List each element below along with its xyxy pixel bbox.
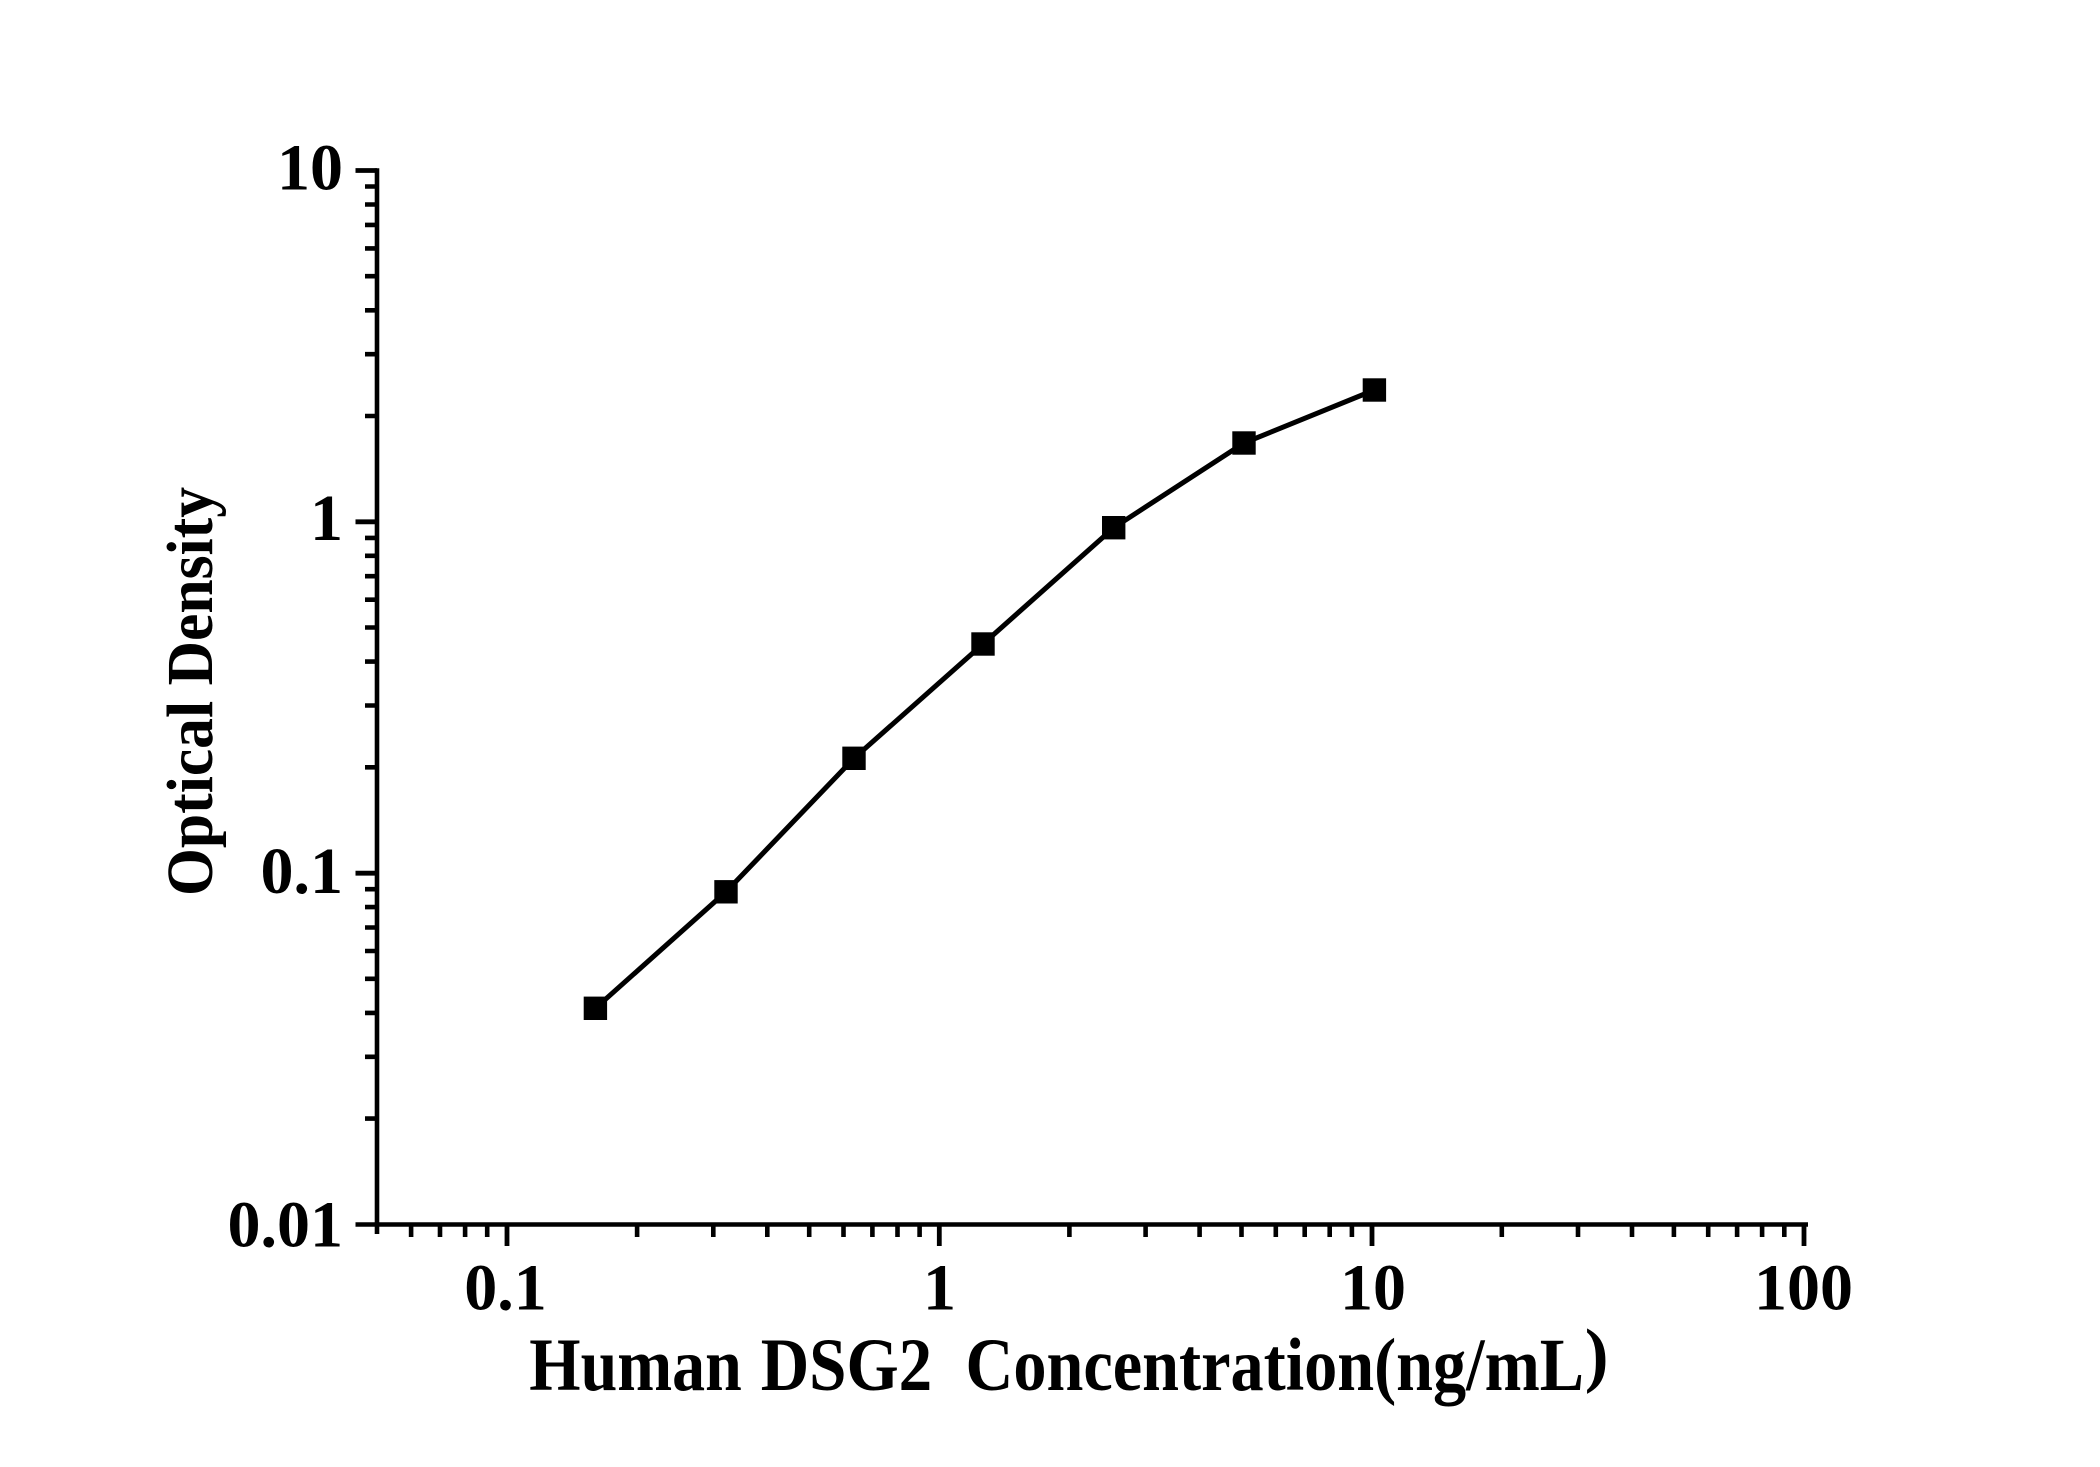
svg-text:Human: Human [529,1324,742,1407]
svg-text:10: 10 [1340,1251,1406,1324]
svg-text:): ) [1585,1316,1609,1395]
svg-text:10: 10 [277,132,343,205]
svg-text:DSG2: DSG2 [761,1324,933,1407]
svg-text:100: 100 [1754,1251,1853,1324]
svg-text:0.01: 0.01 [228,1189,344,1262]
svg-text:1: 1 [310,482,343,555]
svg-text:0.1: 0.1 [464,1251,547,1324]
svg-text:Optical Density: Optical Density [154,487,227,896]
svg-text:Concentration(ng/mL: Concentration(ng/mL [966,1324,1585,1407]
svg-text:1: 1 [923,1251,956,1324]
svg-text:0.1: 0.1 [261,835,344,908]
